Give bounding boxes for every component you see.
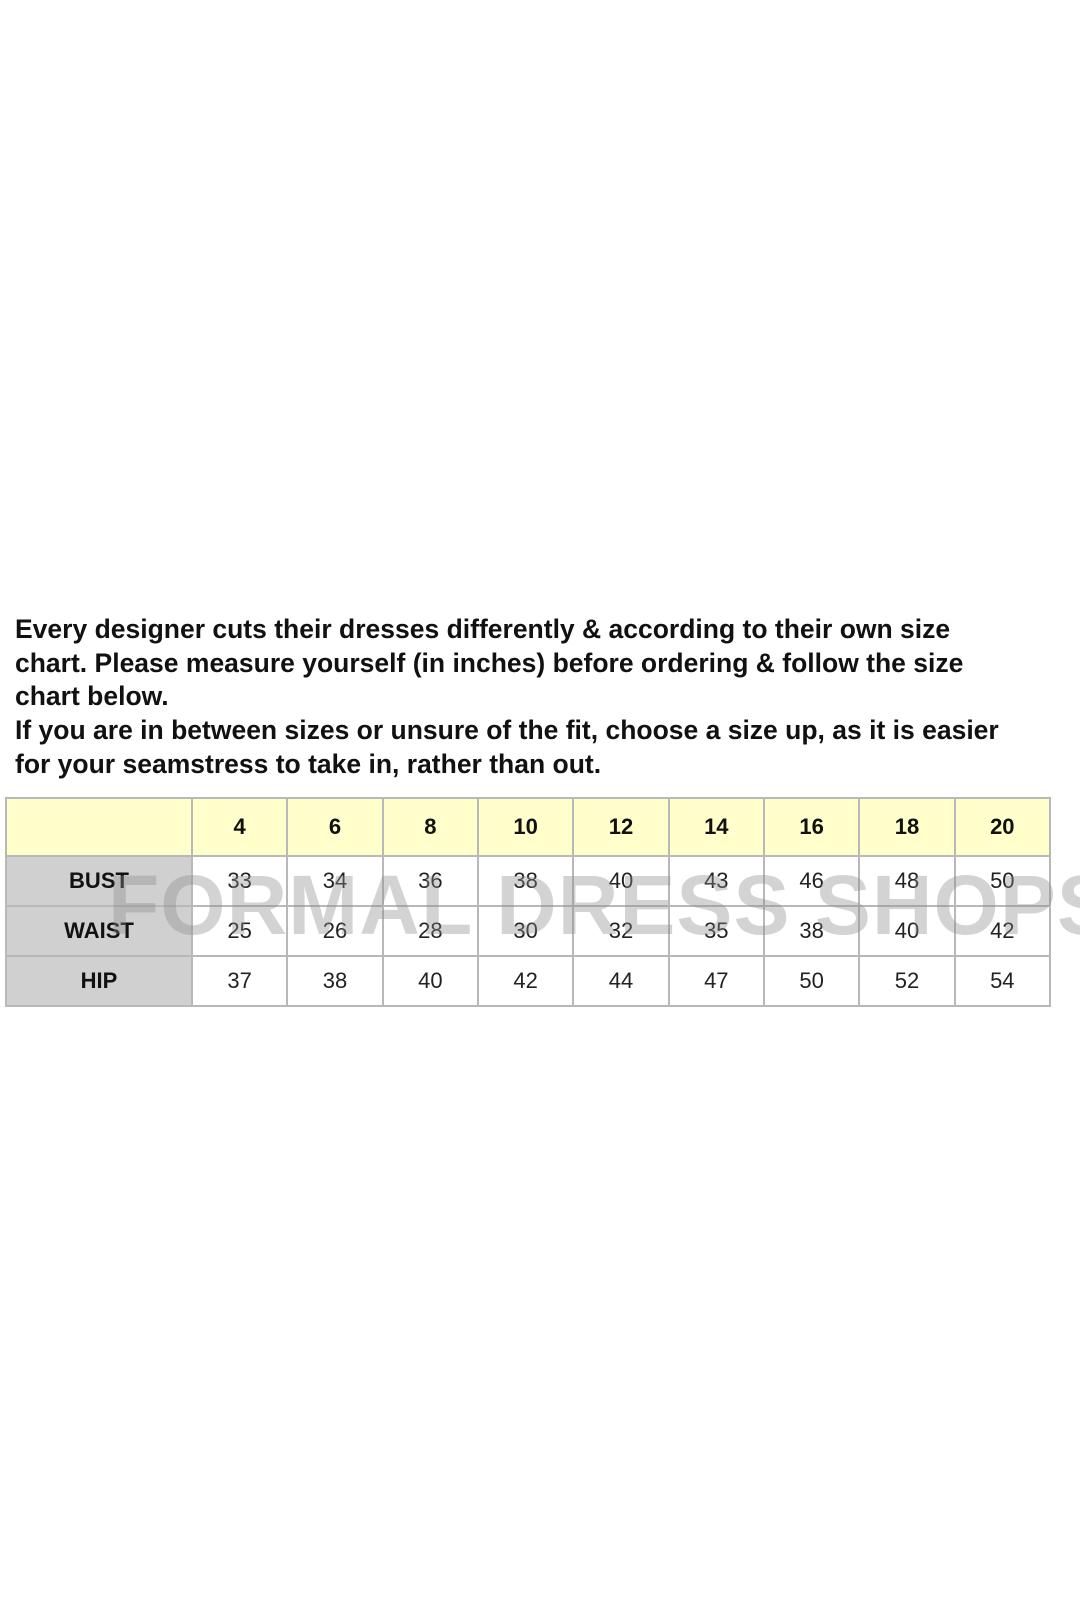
measurement-cell: 35 (667, 905, 765, 957)
measurement-cell: 47 (667, 955, 765, 1007)
size-header-6: 6 (286, 797, 384, 857)
measurement-cell: 37 (190, 955, 289, 1007)
row-label: BUST (5, 855, 193, 907)
measurement-cell: 32 (572, 905, 670, 957)
size-header-14: 14 (667, 797, 765, 857)
measurement-cell: 40 (381, 955, 479, 1007)
measurement-cell: 50 (953, 855, 1052, 907)
measurement-cell: 40 (858, 905, 956, 957)
measurement-cell: 43 (667, 855, 765, 907)
measurement-cell: 30 (476, 905, 575, 957)
measurement-cell: 33 (190, 855, 289, 907)
intro-line: Every designer cuts their dresses differ… (15, 614, 951, 644)
measurement-cell: 40 (572, 855, 670, 907)
table-row-hip: HIP 37 38 40 42 44 47 50 52 54 (5, 955, 1052, 1007)
intro-line: If you are in between sizes or unsure of… (15, 715, 999, 746)
measurement-cell: 34 (286, 855, 384, 907)
intro-line: chart. Please measure yourself (in inche… (15, 647, 964, 678)
measurement-cell: 42 (476, 955, 575, 1007)
measurement-cell: 25 (190, 905, 289, 957)
intro-line: chart below. (15, 681, 169, 712)
size-header-18: 18 (858, 797, 956, 857)
row-label: HIP (5, 955, 193, 1007)
measurement-cell: 44 (572, 955, 670, 1007)
size-guide-intro: Every designer cuts their dresses differ… (15, 613, 1075, 781)
size-header-12: 12 (572, 797, 670, 857)
size-header-4: 4 (190, 797, 289, 857)
measurement-cell: 38 (762, 905, 861, 957)
table-row-bust: BUST 33 34 36 38 40 43 46 48 50 (5, 855, 1052, 907)
measurement-cell: 54 (953, 955, 1052, 1007)
corner-cell (5, 797, 193, 857)
size-header-8: 8 (381, 797, 479, 857)
size-header-20: 20 (953, 797, 1052, 857)
measurement-cell: 52 (858, 955, 956, 1007)
measurement-cell: 50 (762, 955, 861, 1007)
size-header-10: 10 (476, 797, 575, 857)
measurement-cell: 38 (476, 855, 575, 907)
size-chart-table: 4 6 8 10 12 14 16 18 20 BUST 33 34 36 38 40 43 46 48 50 WA… (5, 797, 1052, 1007)
measurement-cell: 46 (762, 855, 861, 907)
row-label: WAIST (5, 905, 193, 957)
measurement-cell: 28 (381, 905, 479, 957)
size-header-row: 4 6 8 10 12 14 16 18 20 (5, 797, 1052, 857)
intro-line: for your seamstress to take in, rather t… (15, 748, 602, 779)
size-header-16: 16 (762, 797, 861, 857)
measurement-cell: 42 (953, 905, 1052, 957)
measurement-cell: 26 (286, 905, 384, 957)
measurement-cell: 38 (286, 955, 384, 1007)
measurement-cell: 36 (381, 855, 479, 907)
measurement-cell: 48 (858, 855, 956, 907)
table-row-waist: WAIST 25 26 28 30 32 35 38 40 42 (5, 905, 1052, 957)
